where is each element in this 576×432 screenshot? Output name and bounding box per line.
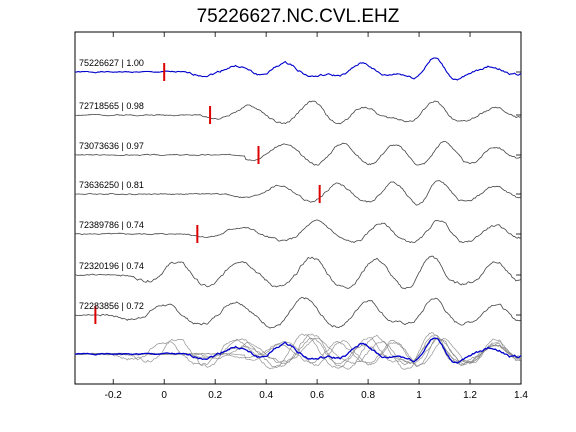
x-tick-label-7: 1 — [416, 390, 422, 401]
trace-labels: 75226627 | 1.00 72718565 | 0.98 73073636 |… — [79, 58, 144, 311]
stack-trace-5 — [74, 337, 522, 365]
x-tick-label-4: 0.4 — [259, 390, 273, 401]
trace-label-4: 73636250 | 0.81 — [79, 180, 144, 190]
x-tick-label-1: -0.2 — [105, 390, 123, 401]
x-axis: -0.2 0 0.2 0.4 0.6 0.8 1 1.2 1.4 — [105, 32, 528, 401]
x-tick-label-6: 0.8 — [361, 390, 375, 401]
trace-line-7 — [74, 296, 522, 329]
trace-line-4 — [74, 180, 522, 206]
trace-label-5: 72389786 | 0.74 — [79, 220, 144, 230]
trace-label-7: 72283856 | 0.72 — [79, 301, 144, 311]
plot-area — [74, 31, 522, 385]
trace-label-3: 73073636 | 0.97 — [79, 141, 144, 151]
pick-markers — [94, 63, 321, 324]
chart-title: 75226627.NC.CVL.EHZ — [196, 6, 400, 27]
trace-label-1: 75226627 | 1.00 — [79, 58, 144, 68]
traces-layer — [74, 57, 522, 329]
stack-trace-6 — [74, 332, 522, 371]
x-tick-label-3: 0.2 — [208, 390, 222, 401]
stack-trace-1 — [74, 337, 522, 364]
stack-trace-7 — [74, 333, 522, 370]
trace-line-5 — [74, 219, 522, 244]
trace-line-6 — [74, 255, 522, 290]
trace-line-3 — [74, 140, 522, 166]
trace-line-2 — [74, 100, 522, 125]
x-tick-label-8: 1.2 — [463, 390, 477, 401]
trace-label-2: 72718565 | 0.98 — [79, 101, 144, 111]
stack-overlay — [74, 332, 522, 371]
x-tick-label-9: 1.4 — [514, 390, 528, 401]
x-tick-label-5: 0.6 — [310, 390, 324, 401]
x-tick-label-2: 0 — [161, 390, 167, 401]
trace-line-1 — [74, 57, 522, 81]
trace-label-6: 72320196 | 0.74 — [79, 261, 144, 271]
